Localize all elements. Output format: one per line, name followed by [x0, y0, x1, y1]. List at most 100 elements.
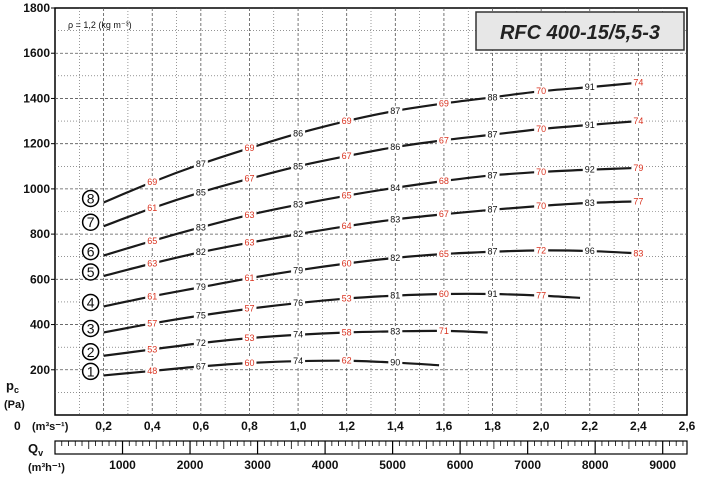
efficiency-label: 83	[196, 222, 206, 232]
y-tick-label: 1800	[23, 1, 50, 15]
noise-level-label: 70	[536, 124, 546, 134]
efficiency-label: 83	[293, 200, 303, 210]
curve-number-label: 6	[87, 244, 95, 260]
curve-label-bg	[145, 235, 160, 246]
noise-level-label: 62	[342, 356, 352, 366]
efficiency-label: 87	[488, 205, 498, 215]
efficiency-label: 87	[196, 159, 206, 169]
efficiency-label: 82	[390, 253, 400, 263]
x-tick-label: 1,4	[387, 419, 404, 433]
noise-level-label: 65	[439, 249, 449, 259]
curve-label-bg	[534, 86, 549, 97]
x2-tick-label: 5000	[379, 458, 406, 472]
efficiency-label: 87	[488, 170, 498, 180]
efficiency-label: 74	[293, 330, 303, 340]
efficiency-label: 96	[585, 246, 595, 256]
noise-level-label: 70	[536, 167, 546, 177]
efficiency-label: 87	[488, 130, 498, 140]
curve-label-bg	[193, 338, 208, 349]
curve-label-bg	[339, 221, 354, 232]
curve-label-bg	[339, 190, 354, 201]
curve-label-bg	[582, 119, 597, 130]
efficiency-label: 82	[293, 229, 303, 239]
efficiency-label: 83	[585, 198, 595, 208]
efficiency-label: 76	[293, 298, 303, 308]
noise-level-label: 53	[244, 333, 254, 343]
curve-label-bg	[145, 344, 160, 355]
noise-level-label: 60	[342, 259, 352, 269]
curve-label-bg	[291, 229, 306, 240]
efficiency-label: 84	[390, 183, 400, 193]
noise-level-label: 63	[244, 238, 254, 248]
curve-number-circle	[81, 319, 100, 338]
curve-label-bg	[485, 246, 500, 257]
curve-number-label: 1	[87, 363, 95, 379]
curve-label-bg	[193, 310, 208, 321]
x2-tick-marks	[61, 441, 684, 454]
efficiency-label: 85	[196, 187, 206, 197]
curve-label-bg	[145, 203, 160, 214]
curve-label-bg	[339, 258, 354, 269]
efficiency-label: 87	[390, 106, 400, 116]
x-tick-label: 2,4	[630, 419, 647, 433]
curve-label-bg	[339, 151, 354, 162]
curve-label-bg	[582, 246, 597, 257]
noise-level-label: 70	[536, 201, 546, 211]
noise-level-label: 53	[342, 294, 352, 304]
efficiency-label: 91	[585, 120, 595, 130]
efficiency-label: 86	[293, 128, 303, 138]
curve-label-bg	[193, 159, 208, 170]
curve-number-label: 7	[87, 214, 95, 230]
curve-label-bg	[145, 258, 160, 269]
curve-label-bg	[631, 116, 646, 127]
noise-level-label: 48	[147, 366, 157, 376]
y-tick-label: 800	[30, 227, 50, 241]
curve-label-bg	[436, 135, 451, 146]
curve-label-bg	[193, 187, 208, 198]
noise-level-label: 69	[439, 98, 449, 108]
y-axis-title-main: p	[6, 378, 14, 393]
curve-label-bg	[436, 289, 451, 300]
curve-label-bg	[582, 164, 597, 175]
title-box	[475, 11, 685, 51]
y-tick-label: 1600	[23, 46, 50, 60]
x2-tick-label: 1000	[109, 458, 136, 472]
x2-tick-label: 3000	[244, 458, 271, 472]
noise-level-label: 74	[633, 116, 643, 126]
x-tick-label: 1,8	[484, 419, 501, 433]
y-tick-labels: 200 400 600 800 1000 1200 1400 1600 1800	[23, 1, 55, 377]
noise-level-label: 77	[633, 196, 643, 206]
noise-level-label: 57	[147, 318, 157, 328]
curve-label-bg	[631, 248, 646, 259]
x-tick-label: 0,4	[144, 419, 161, 433]
curve-label-bg	[534, 290, 549, 301]
x-tick-label: 1,0	[290, 419, 307, 433]
efficiency-label: 92	[585, 165, 595, 175]
x2-tick-label: 9000	[649, 458, 676, 472]
curve-label-bg	[582, 82, 597, 93]
noise-level-label: 58	[342, 327, 352, 337]
curve-label-bg	[388, 290, 403, 301]
noise-level-label: 67	[439, 209, 449, 219]
curve-number-circle	[81, 343, 100, 361]
curve-label-bg	[193, 282, 208, 293]
x-tick-label: 2,6	[679, 419, 696, 433]
curve-label-bg	[193, 222, 208, 233]
y-axis-title: pc	[6, 378, 19, 395]
y-axis-title-sub: c	[14, 385, 19, 395]
efficiency-label: 79	[196, 282, 206, 292]
curve-label-bg	[631, 77, 646, 88]
curve-label-bg	[291, 161, 306, 172]
curve-number-circle	[81, 213, 100, 231]
efficiency-label: 67	[196, 361, 206, 371]
curve-label-bg	[339, 293, 354, 304]
efficiency-label: 90	[390, 358, 400, 368]
x2-axis-title-main: Q	[28, 441, 38, 456]
curve-label-bg	[534, 245, 549, 256]
curve-label-bg	[631, 162, 646, 173]
curve-label-bg	[339, 355, 354, 366]
curve-label-bg	[485, 204, 500, 215]
curve-label-bg	[242, 237, 257, 248]
curve-label-bg	[242, 173, 257, 184]
curve-label-bg	[485, 92, 500, 103]
